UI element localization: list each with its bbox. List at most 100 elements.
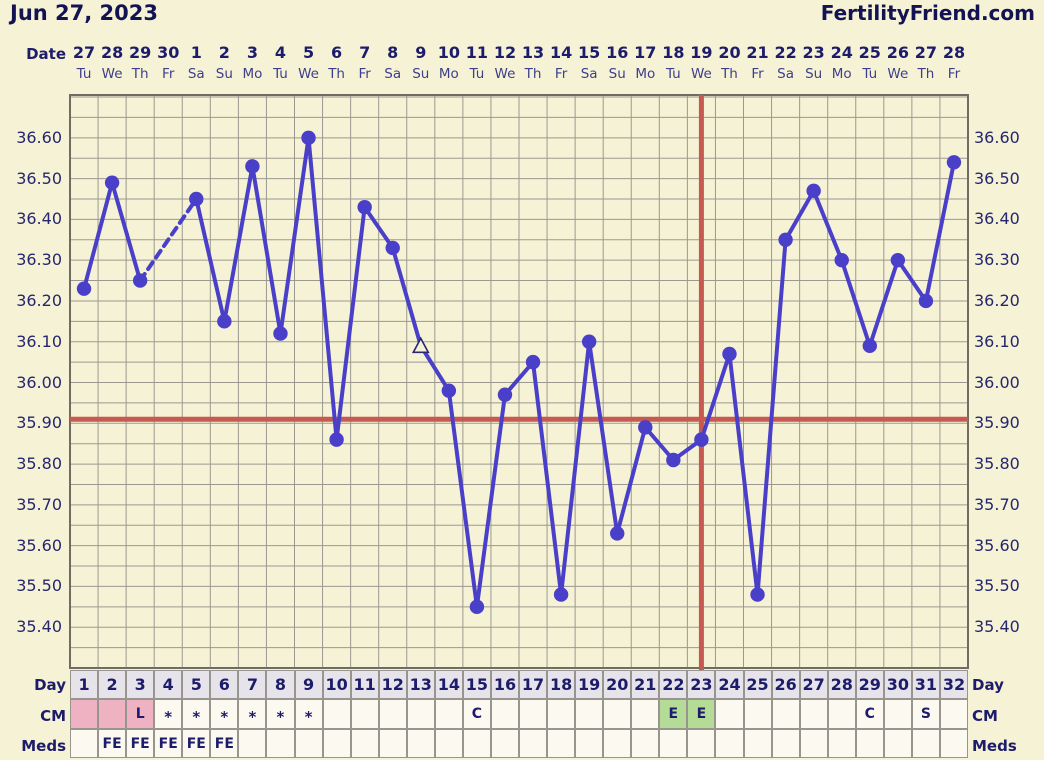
temp-data-point[interactable] <box>834 252 849 268</box>
cm-cell-11[interactable] <box>350 699 379 729</box>
temp-data-point[interactable] <box>497 387 513 402</box>
temp-data-point[interactable] <box>469 599 485 615</box>
day-cell-28[interactable]: 28 <box>827 670 856 699</box>
temp-data-point[interactable] <box>581 334 597 349</box>
temp-data-point[interactable] <box>666 452 681 468</box>
meds-cell-13[interactable] <box>406 729 435 758</box>
day-cell-16[interactable]: 16 <box>490 670 519 699</box>
meds-cell-27[interactable] <box>799 729 828 758</box>
meds-cell-9[interactable] <box>294 729 323 758</box>
meds-cell-26[interactable] <box>771 729 800 758</box>
cm-cell-12[interactable] <box>378 699 407 729</box>
temp-data-point[interactable] <box>104 175 120 190</box>
meds-cell-29[interactable] <box>855 729 884 758</box>
cm-cell-7[interactable]: * <box>238 699 267 729</box>
temp-data-point[interactable] <box>610 526 625 541</box>
temp-data-point[interactable] <box>553 587 569 602</box>
cm-cell-20[interactable] <box>603 699 632 729</box>
meds-cell-10[interactable] <box>322 729 351 758</box>
cm-cell-17[interactable] <box>519 699 548 729</box>
meds-cell-24[interactable] <box>715 729 744 758</box>
meds-cell-7[interactable] <box>238 729 267 758</box>
meds-cell-4[interactable]: FE <box>154 729 183 758</box>
temp-data-point[interactable] <box>217 314 232 329</box>
day-cell-25[interactable]: 25 <box>743 670 772 699</box>
day-cell-10[interactable]: 10 <box>322 670 351 699</box>
cm-cell-25[interactable] <box>743 699 772 729</box>
temp-data-point[interactable] <box>722 346 737 362</box>
day-cell-17[interactable]: 17 <box>519 670 548 699</box>
day-cell-11[interactable]: 11 <box>350 670 379 699</box>
temp-data-point[interactable] <box>946 155 962 170</box>
day-cell-14[interactable]: 14 <box>434 670 463 699</box>
day-cell-22[interactable]: 22 <box>659 670 688 699</box>
day-cell-13[interactable]: 13 <box>406 670 435 699</box>
meds-cell-16[interactable] <box>490 729 519 758</box>
meds-cell-14[interactable] <box>434 729 463 758</box>
day-cell-7[interactable]: 7 <box>238 670 267 699</box>
day-cell-29[interactable]: 29 <box>855 670 884 699</box>
meds-cell-17[interactable] <box>519 729 548 758</box>
day-cell-31[interactable]: 31 <box>911 670 940 699</box>
temp-data-point[interactable] <box>301 130 316 146</box>
day-cell-9[interactable]: 9 <box>294 670 323 699</box>
temp-data-point[interactable] <box>441 383 457 398</box>
meds-cell-18[interactable] <box>547 729 576 758</box>
meds-cell-19[interactable] <box>575 729 604 758</box>
day-cell-30[interactable]: 30 <box>883 670 912 699</box>
meds-cell-15[interactable] <box>462 729 491 758</box>
cm-cell-19[interactable] <box>575 699 604 729</box>
cm-cell-26[interactable] <box>771 699 800 729</box>
meds-cell-12[interactable] <box>378 729 407 758</box>
temp-data-point[interactable] <box>918 293 934 309</box>
temp-data-point[interactable] <box>525 354 541 370</box>
meds-cell-30[interactable] <box>883 729 912 758</box>
cm-cell-14[interactable] <box>434 699 463 729</box>
cm-cell-32[interactable] <box>939 699 968 729</box>
cm-cell-18[interactable] <box>547 699 576 729</box>
day-cell-23[interactable]: 23 <box>687 670 716 699</box>
cm-cell-8[interactable]: * <box>266 699 295 729</box>
meds-cell-11[interactable] <box>350 729 379 758</box>
cm-cell-9[interactable]: * <box>294 699 323 729</box>
temp-data-point[interactable] <box>132 273 148 288</box>
day-cell-26[interactable]: 26 <box>771 670 800 699</box>
meds-cell-3[interactable]: FE <box>126 729 155 758</box>
day-cell-2[interactable]: 2 <box>98 670 127 699</box>
excluded-temp-point[interactable] <box>411 336 430 354</box>
day-cell-21[interactable]: 21 <box>631 670 660 699</box>
cm-cell-10[interactable] <box>322 699 351 729</box>
temp-data-point[interactable] <box>694 432 709 447</box>
cm-cell-15[interactable]: C <box>462 699 491 729</box>
meds-cell-23[interactable] <box>687 729 716 758</box>
day-cell-27[interactable]: 27 <box>799 670 828 699</box>
day-cell-1[interactable]: 1 <box>70 670 99 699</box>
temp-data-point[interactable] <box>357 199 372 215</box>
day-cell-5[interactable]: 5 <box>182 670 211 699</box>
temp-data-point[interactable] <box>638 420 653 435</box>
cm-cell-5[interactable]: * <box>182 699 211 729</box>
day-cell-32[interactable]: 32 <box>939 670 968 699</box>
meds-cell-32[interactable] <box>939 729 968 758</box>
temp-data-point[interactable] <box>385 240 400 256</box>
meds-cell-22[interactable] <box>659 729 688 758</box>
day-cell-12[interactable]: 12 <box>378 670 407 699</box>
day-cell-24[interactable]: 24 <box>715 670 744 699</box>
meds-cell-21[interactable] <box>631 729 660 758</box>
cm-cell-13[interactable] <box>406 699 435 729</box>
cm-cell-2[interactable] <box>98 699 127 729</box>
meds-cell-2[interactable]: FE <box>98 729 127 758</box>
cm-cell-22[interactable]: E <box>659 699 688 729</box>
day-cell-4[interactable]: 4 <box>154 670 183 699</box>
cm-cell-27[interactable] <box>799 699 828 729</box>
day-cell-6[interactable]: 6 <box>210 670 239 699</box>
cm-cell-4[interactable]: * <box>154 699 183 729</box>
cm-cell-28[interactable] <box>827 699 856 729</box>
temp-data-point[interactable] <box>76 281 92 296</box>
day-cell-15[interactable]: 15 <box>462 670 491 699</box>
day-cell-18[interactable]: 18 <box>547 670 576 699</box>
cm-cell-6[interactable]: * <box>210 699 239 729</box>
cm-cell-29[interactable]: C <box>855 699 884 729</box>
cm-cell-16[interactable] <box>490 699 519 729</box>
meds-cell-8[interactable] <box>266 729 295 758</box>
